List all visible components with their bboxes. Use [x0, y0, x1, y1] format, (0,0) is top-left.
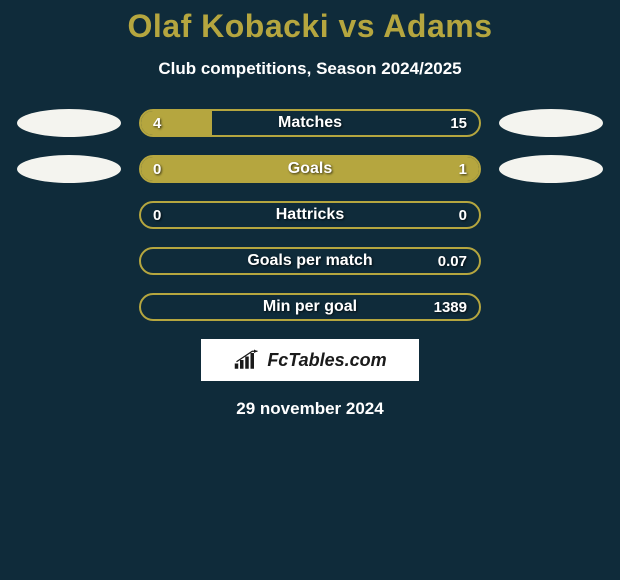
stat-value-right: 1 [459, 157, 467, 181]
stat-value-right: 0.07 [438, 249, 467, 273]
comparison-card: Olaf Kobacki vs Adams Club competitions,… [0, 0, 620, 419]
stat-row: 0Goals1 [0, 155, 620, 183]
stat-value-right: 0 [459, 203, 467, 227]
player-left-badge [17, 155, 121, 183]
page-title: Olaf Kobacki vs Adams [0, 8, 620, 45]
stat-bar: 4Matches15 [139, 109, 481, 137]
brand-logo[interactable]: FcTables.com [201, 339, 419, 381]
stat-bar: 0Goals1 [139, 155, 481, 183]
brand-text: FcTables.com [267, 350, 386, 371]
chart-icon [233, 348, 261, 372]
stats-rows: 4Matches150Goals10Hattricks0Goals per ma… [0, 109, 620, 321]
footer-date: 29 november 2024 [0, 399, 620, 419]
stat-row: 0Hattricks0 [0, 201, 620, 229]
player-left-badge [17, 109, 121, 137]
stat-label: Hattricks [141, 203, 479, 227]
stat-row: Min per goal1389 [0, 293, 620, 321]
stat-row: Goals per match0.07 [0, 247, 620, 275]
stat-row: 4Matches15 [0, 109, 620, 137]
stat-label: Matches [141, 111, 479, 135]
stat-label: Goals per match [141, 249, 479, 273]
player-right-badge [499, 155, 603, 183]
stat-value-right: 15 [450, 111, 467, 135]
stat-bar: 0Hattricks0 [139, 201, 481, 229]
stat-label: Min per goal [141, 295, 479, 319]
subtitle: Club competitions, Season 2024/2025 [0, 59, 620, 79]
stat-bar: Min per goal1389 [139, 293, 481, 321]
stat-bar: Goals per match0.07 [139, 247, 481, 275]
stat-value-right: 1389 [434, 295, 467, 319]
player-right-badge [499, 109, 603, 137]
stat-label: Goals [141, 157, 479, 181]
